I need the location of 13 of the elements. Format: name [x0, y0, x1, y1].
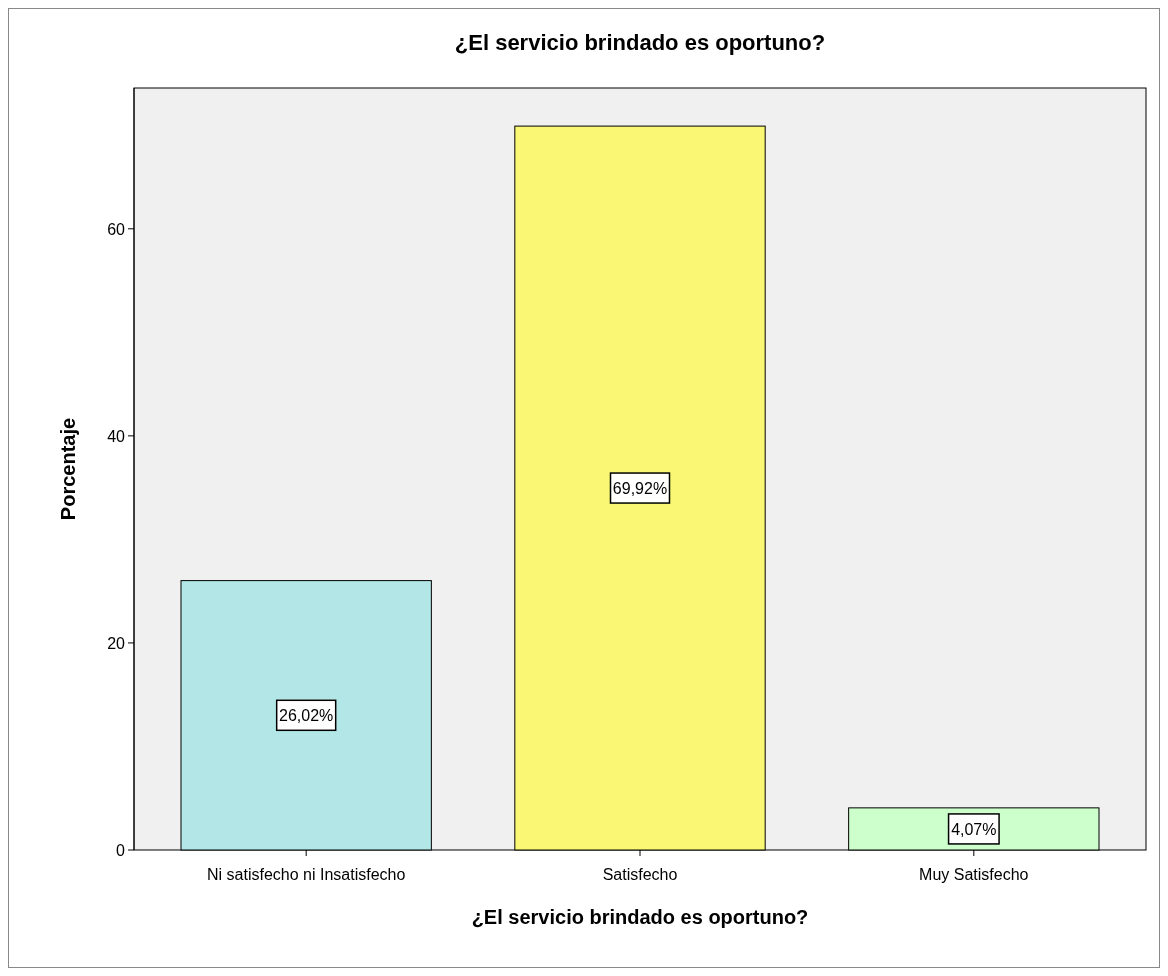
x-tick-label: Ni satisfecho ni Insatisfecho — [207, 866, 406, 883]
data-label: 26,02% — [279, 707, 334, 725]
y-tick-label: 60 — [107, 220, 126, 238]
y-axis-title: Porcentaje — [57, 417, 79, 521]
x-tick-label: Muy Satisfecho — [919, 866, 1029, 883]
data-label: 69,92% — [612, 480, 668, 498]
x-tick-label: Satisfecho — [602, 866, 678, 883]
y-tick-label: 0 — [116, 842, 126, 859]
chart-title: ¿El servicio brindado es oportuno? — [454, 30, 826, 55]
y-tick-label: 20 — [107, 634, 126, 652]
y-tick-label: 40 — [107, 427, 126, 445]
x-axis-title: ¿El servicio brindado es oportuno? — [471, 906, 809, 928]
data-label: 4,07% — [951, 820, 997, 838]
